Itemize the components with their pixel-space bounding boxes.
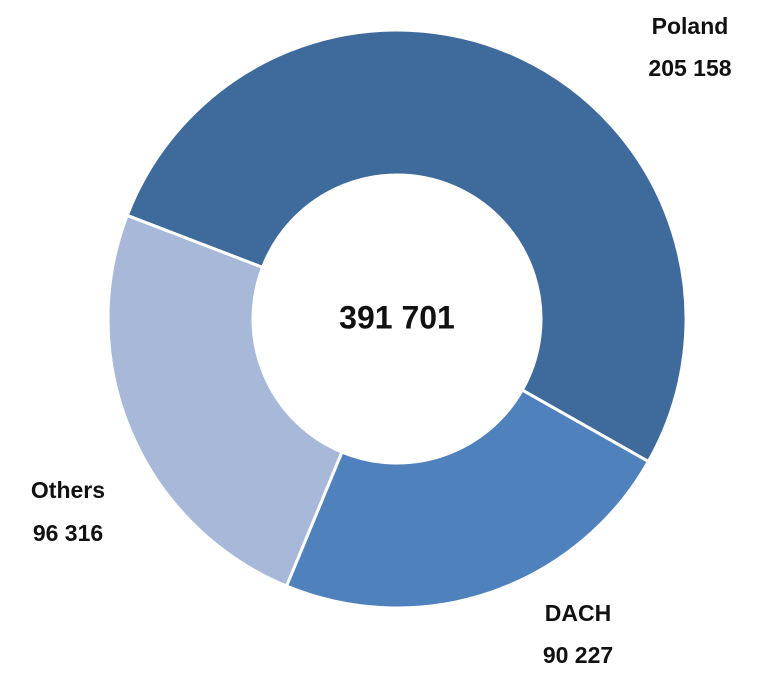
value-label: 90 227 <box>543 642 613 668</box>
value-label: 96 316 <box>33 520 103 546</box>
category-label: Others <box>31 477 105 503</box>
donut-slice <box>125 28 688 464</box>
category-label: Poland <box>652 13 729 39</box>
center-total: 391 701 <box>339 299 455 335</box>
donut-slice <box>284 387 651 610</box>
value-label: 205 158 <box>648 55 731 81</box>
donut-slice <box>106 213 344 589</box>
category-label: DACH <box>545 600 611 626</box>
